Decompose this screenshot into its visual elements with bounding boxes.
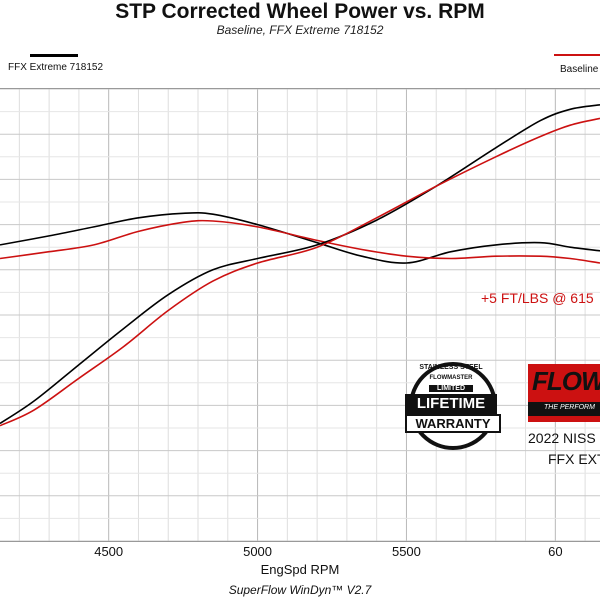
logo-text: FLOW [532,366,600,396]
logo-strip [528,402,600,416]
warranty-badge: STAINLESS STEEL FLOWMASTER LIMITED LIFET… [403,356,501,452]
grid [0,89,600,541]
series-line-0 [0,212,600,264]
flowmaster-logo: FLOW THE PERFORM [528,364,600,422]
x-tick-label: 60 [548,544,563,559]
series-lines [0,104,600,427]
series-line-2 [0,104,600,425]
badge-limited: LIMITED [429,385,473,392]
legend-swatch-ffx [30,54,78,57]
x-tick-label: 5500 [391,544,421,559]
legend-label-baseline: Baseline [560,64,599,75]
badge-brand: FLOWMASTER [429,375,473,381]
badge-warranty: WARRANTY [405,414,501,433]
legend-entry-ffx: FFX Extreme 718152 [8,54,104,73]
legend-swatch-baseline [554,54,600,56]
kit-label: FFX EXT [548,451,600,467]
vehicle-label: 2022 NISS [528,430,596,446]
badge-lifetime: LIFETIME [405,394,497,414]
badge-top-text: STAINLESS STEEL [419,364,483,371]
series-line-1 [0,219,600,264]
series-line-3 [0,117,600,427]
x-axis-label: EngSpd RPM [260,562,340,577]
x-tick-label: 4500 [94,544,124,559]
x-tick-label: 5000 [243,544,273,559]
torque-gain-annotation: +5 FT/LBS @ 615 [481,290,594,306]
plot-area [0,88,600,542]
legend-label-ffx: FFX Extreme 718152 [8,62,104,73]
chart-svg [0,89,600,541]
chart-subtitle: Baseline, FFX Extreme 718152 [216,23,384,37]
software-footer: SuperFlow WinDyn™ V2.7 [228,583,372,597]
legend-entry-baseline: Baseline [554,54,600,75]
chart-title: STP Corrected Wheel Power vs. RPM [115,0,485,23]
logo-tagline: THE PERFORM [544,404,595,411]
